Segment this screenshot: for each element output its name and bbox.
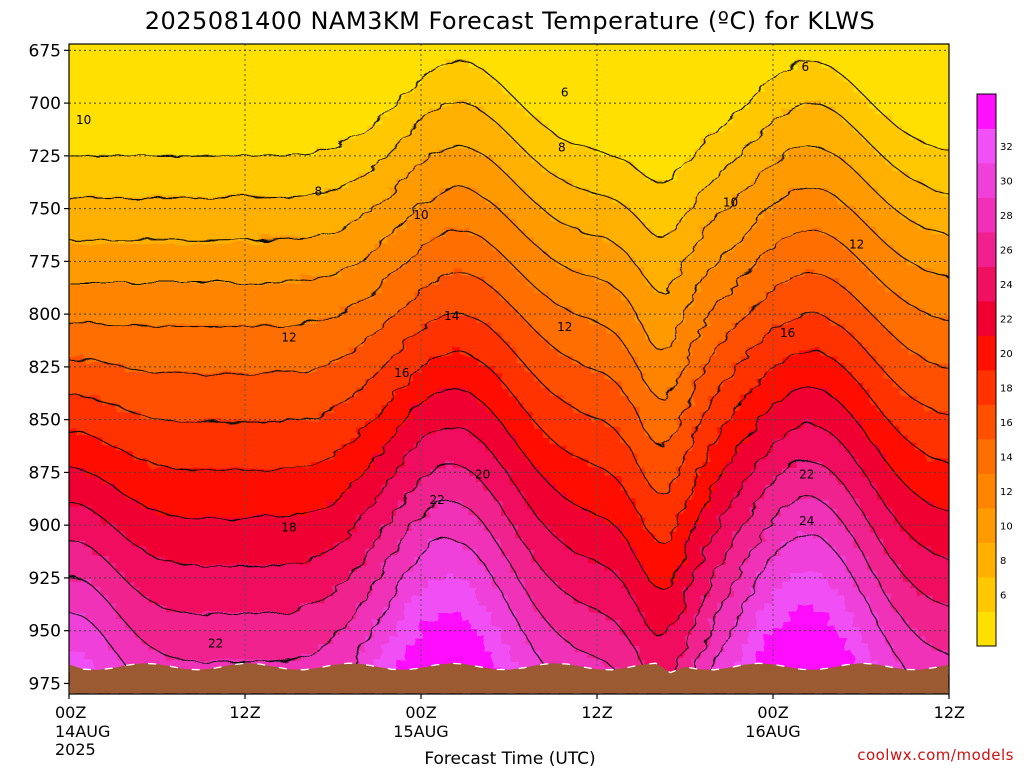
x-tick-label: 00Z [405,703,436,722]
contour-label: 16 [394,366,409,380]
isotherm-16 [69,271,949,447]
contour-label: 10 [723,195,738,209]
isotherm-12 [69,186,949,352]
y-tick-label: 975 [29,674,61,694]
colorbar-label: 8 [1000,556,1006,567]
y-tick-label: 800 [29,305,61,325]
x-tick-year: 2025 [55,740,96,759]
isotherm-26 [69,459,949,685]
isotherm-8 [69,102,949,238]
colorbar-segment [977,232,996,267]
y-tick-label: 950 [29,622,61,642]
colorbar-segment [977,301,996,336]
isotherm-22 [69,386,949,590]
x-tick-date: 16AUG [745,722,800,741]
contour-label: 6 [801,60,809,74]
colorbar-segment [977,473,996,509]
y-tick-label: 750 [29,200,61,220]
colorbar-label: 24 [1000,280,1013,291]
colorbar-segment [977,508,996,543]
plot-frame [68,43,950,695]
y-tick-label: 725 [29,147,61,167]
y-tick-label: 875 [29,463,61,483]
plot-area: 6 6 8 8 10 10 10 12 12 12 14 16 16 18 20 22 22 22 24 [69,44,949,694]
chart-title: 2025081400 NAM3KM Forecast Temperature (… [145,7,876,35]
colorbar-label: 32 [1000,142,1013,153]
isotherm-28 [69,496,949,694]
colorbar-segment [977,577,996,612]
x-axis-title: Forecast Time (UTC) [424,749,595,768]
contour-label: 16 [780,326,795,340]
y-tick-label: 700 [29,94,61,114]
colorbar-segment [977,266,996,302]
colorbar-segment [977,197,996,233]
contour-label: 6 [561,86,569,100]
colorbar-frame [976,93,997,647]
contour-label: 12 [849,237,864,251]
colorbar-segment [977,94,996,129]
colorbar-segment [977,335,996,371]
isotherm-24 [69,423,949,638]
credit-text: coolwx.com/models [857,746,1014,764]
x-tick-date: 15AUG [393,722,448,741]
colorbar: 6 8 10 12 14 16 18 20 22 24 26 28 30 32 [976,93,1013,647]
contour-label: 20 [475,468,490,482]
contour-label: 8 [315,185,323,199]
colorbar-segment [977,611,996,647]
colorbar-label: 6 [1000,590,1006,601]
surface-terrain [69,662,949,694]
x-tick-label: 00Z [757,703,788,722]
colorbar-label: 12 [1000,487,1013,498]
contour-labels: 6 6 8 8 10 10 10 12 12 12 14 16 16 18 20 22 22 22 24 [76,60,864,650]
y-tick-label: 775 [29,252,61,272]
colorbar-label: 20 [1000,349,1013,360]
isotherm-14 [69,229,949,399]
contour-label: 22 [208,636,223,650]
contour-label: 18 [281,520,296,534]
contour-label: 22 [429,493,444,507]
y-tick-label: 825 [29,358,61,378]
colorbar-segment [977,370,996,405]
contour-label: 24 [799,514,814,528]
contour-label: 22 [799,468,814,482]
colorbar-segment [977,404,996,440]
colorbar-segment [977,542,996,578]
colorbar-label: 18 [1000,383,1013,394]
y-tick-label: 850 [29,411,61,431]
colorbar-label: 10 [1000,521,1013,532]
colorbar-label: 14 [1000,452,1013,463]
contour-label: 12 [281,330,296,344]
isotherm-20 [69,350,949,542]
x-tick-date: 14AUG [55,722,110,741]
y-tick-label: 675 [29,41,61,61]
colorbar-segment [977,163,996,198]
x-tick-label: 12Z [581,703,612,722]
contour-label: 10 [413,208,428,222]
colorbar-label: 26 [1000,245,1013,256]
x-tick-label: 12Z [229,703,260,722]
colorbar-label: 28 [1000,211,1013,222]
x-tick-label: 12Z [934,703,965,722]
x-tick-label: 00Z [55,703,86,722]
colorbar-label: 16 [1000,418,1013,429]
colorbar-label: 30 [1000,176,1013,187]
ground-surface [69,662,949,694]
y-tick-label: 900 [29,516,61,536]
contour-label: 12 [557,320,572,334]
colorbar-segment [977,439,996,474]
contour-label: 10 [76,113,91,127]
contour-label: 8 [558,140,566,154]
y-tick-label: 925 [29,569,61,589]
y-axis: 675 700 725 750 775 800 825 850 875 900 925 950 975 [29,41,69,694]
colorbar-label: 22 [1000,314,1013,325]
temperature-fields [69,44,949,694]
colorbar-segment [977,128,996,164]
contour-label: 14 [444,309,459,323]
